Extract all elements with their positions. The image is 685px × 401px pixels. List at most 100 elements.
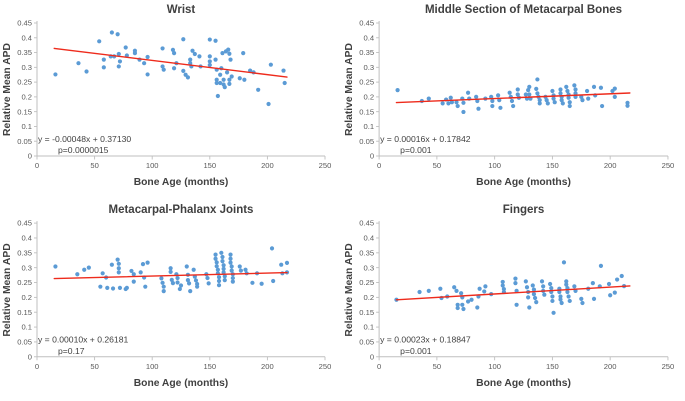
- data-point: [452, 285, 457, 290]
- chart-panel-fingers: Fingers 0 0.05 0.1 0.15 0.2 0.25 0.3 0.35 0.4 0.45…: [342, 200, 685, 401]
- data-point: [612, 290, 617, 295]
- data-point: [625, 100, 630, 105]
- data-point: [526, 295, 531, 300]
- data-point: [228, 57, 233, 62]
- data-point: [213, 252, 218, 257]
- data-point: [100, 271, 105, 276]
- data-point: [256, 87, 261, 92]
- data-point: [580, 98, 585, 103]
- y-tick-label: 0.4: [364, 33, 375, 42]
- data-point: [515, 87, 520, 92]
- data-point: [523, 92, 528, 97]
- p-value-label: p=0.001: [400, 145, 432, 155]
- x-tick-label: 100: [146, 161, 159, 170]
- data-point: [214, 264, 219, 269]
- data-point: [160, 46, 165, 51]
- data-point: [535, 77, 540, 82]
- x-axis-title: Bone Age (months): [476, 378, 571, 389]
- data-point: [461, 109, 466, 115]
- y-tick-label: 0: [370, 152, 374, 161]
- y-tick-label: 0.4: [363, 234, 374, 243]
- y-tick-label: 0.1: [21, 122, 32, 131]
- data-point: [564, 84, 569, 89]
- data-point: [469, 297, 474, 302]
- data-point: [216, 278, 222, 284]
- data-point: [193, 278, 199, 283]
- data-point: [115, 257, 120, 262]
- data-point: [269, 246, 275, 251]
- data-point: [567, 103, 572, 109]
- data-point: [188, 57, 193, 62]
- data-point: [124, 285, 129, 290]
- y-tick-label: 0.2: [21, 92, 32, 101]
- data-point: [268, 62, 273, 67]
- trend-line: [53, 271, 288, 280]
- equation-label: y = 0.00010x + 0.26181: [38, 335, 128, 345]
- data-point: [438, 286, 443, 291]
- data-point: [115, 32, 120, 37]
- data-point: [526, 87, 531, 93]
- data-point: [168, 266, 173, 271]
- data-point: [205, 275, 210, 281]
- data-point: [539, 279, 545, 284]
- data-point: [188, 61, 193, 66]
- data-point: [248, 68, 253, 73]
- data-point: [161, 289, 166, 294]
- y-tick-label: 0: [370, 352, 374, 361]
- y-tick-label: 0.05: [17, 338, 32, 347]
- data-point: [238, 268, 244, 273]
- x-tick-label: 250: [319, 161, 332, 170]
- y-tick-label: 0.3: [21, 63, 32, 72]
- data-point: [550, 294, 555, 299]
- data-point: [515, 92, 520, 97]
- data-point: [586, 96, 591, 101]
- data-point: [237, 264, 242, 269]
- data-point: [598, 263, 604, 268]
- data-point: [461, 100, 466, 105]
- data-point: [580, 300, 585, 306]
- data-point: [459, 291, 464, 296]
- y-axis-title: Relative Mean APD: [2, 243, 13, 337]
- data-point: [116, 64, 121, 69]
- chart-title: Middle Section of Metacarpal Bones: [425, 4, 622, 16]
- y-tick-label: 0.3: [364, 63, 375, 72]
- x-axis-title: Bone Age (months): [476, 177, 571, 188]
- data-point: [490, 98, 495, 104]
- data-point: [116, 51, 121, 57]
- data-point: [537, 98, 542, 103]
- data-point: [215, 93, 220, 99]
- x-tick-label: 100: [146, 362, 159, 371]
- data-point: [426, 96, 431, 101]
- data-point: [86, 265, 91, 270]
- data-point: [500, 283, 505, 288]
- data-point: [161, 67, 166, 72]
- data-point: [229, 268, 234, 273]
- x-tick-label: 200: [604, 161, 617, 170]
- data-point: [559, 300, 564, 306]
- equation-label: y = 0.00023x + 0.18847: [380, 335, 471, 345]
- data-point: [101, 65, 106, 70]
- data-point: [591, 296, 597, 301]
- data-point: [483, 284, 488, 289]
- data-point: [514, 302, 519, 307]
- data-point: [160, 280, 165, 285]
- data-point: [271, 278, 276, 284]
- p-value-label: p=0.0000015: [58, 145, 109, 155]
- data-point: [142, 61, 147, 66]
- data-point: [566, 294, 571, 299]
- data-point: [612, 86, 617, 91]
- data-point: [192, 51, 197, 57]
- data-point: [224, 70, 230, 75]
- x-tick-label: 150: [546, 362, 559, 371]
- data-point: [564, 282, 569, 287]
- data-point: [282, 80, 287, 86]
- data-point: [527, 305, 532, 310]
- y-tick-label: 0.15: [17, 107, 32, 116]
- data-point: [608, 293, 613, 298]
- y-tick-label: 0.05: [359, 338, 374, 347]
- y-tick-label: 0.35: [359, 248, 374, 257]
- data-point: [218, 72, 223, 77]
- trend-line: [53, 47, 288, 78]
- data-point: [541, 284, 546, 289]
